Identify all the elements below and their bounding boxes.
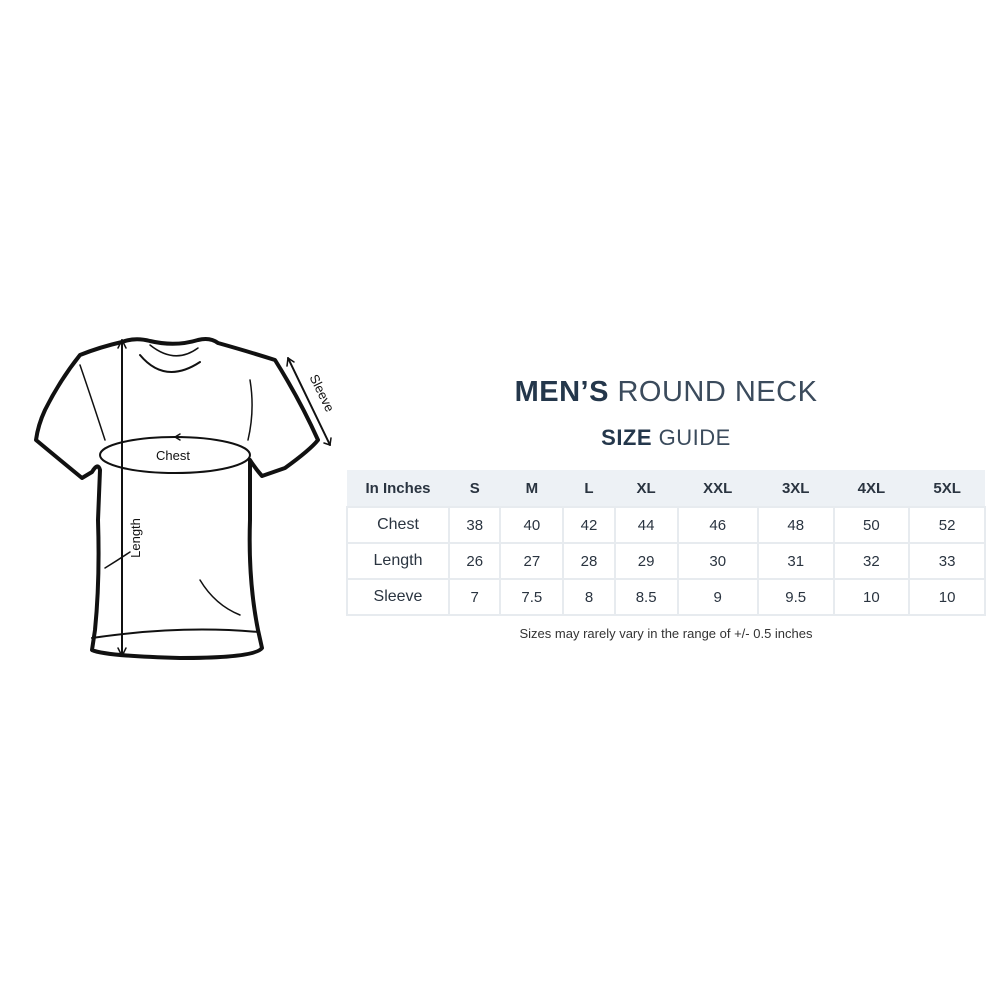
length-label: Length bbox=[128, 518, 143, 558]
table-cell: 7.5 bbox=[499, 578, 565, 616]
tshirt-outline bbox=[34, 337, 320, 660]
table-cell: 9.5 bbox=[756, 578, 835, 616]
table-cell: 8 bbox=[562, 578, 616, 616]
column-header: In Inches bbox=[365, 479, 431, 497]
hem-line bbox=[91, 628, 259, 639]
table-cell: 9 bbox=[676, 578, 759, 616]
table-cell: 30 bbox=[676, 542, 759, 580]
page-title: MEN’S ROUND NECK bbox=[346, 376, 986, 409]
column-header: M bbox=[525, 479, 539, 497]
table-row: Length 26 27 28 29 30 31 32 33 bbox=[346, 542, 986, 580]
row-label: Chest bbox=[346, 506, 450, 544]
fold-line bbox=[199, 579, 241, 616]
table-cell: 38 bbox=[447, 506, 502, 544]
tshirt-diagram: Chest Length Sleeve bbox=[34, 337, 337, 660]
sleeve-arrowhead-icon bbox=[286, 357, 332, 446]
table-cell: 50 bbox=[832, 506, 911, 544]
table-cell: 40 bbox=[499, 506, 565, 544]
fold-line bbox=[79, 364, 106, 441]
table-cell: 10 bbox=[832, 578, 911, 616]
size-table: In Inches S M L XL XXL 3XL 4XL 5XL Chest 38 40 42 44… bbox=[346, 470, 986, 616]
table-cell: 48 bbox=[756, 506, 835, 544]
sleeve-arrow bbox=[287, 357, 331, 446]
fold-line bbox=[247, 379, 253, 441]
subtitle-regular: GUIDE bbox=[658, 425, 731, 450]
chest-arrow-icon bbox=[174, 433, 183, 441]
table-cell: 33 bbox=[908, 542, 986, 580]
column-header: L bbox=[584, 479, 594, 497]
table-cell: 8.5 bbox=[613, 578, 679, 616]
column-header: S bbox=[469, 479, 480, 497]
table-cell: 27 bbox=[499, 542, 565, 580]
title-regular: ROUND NECK bbox=[617, 376, 818, 408]
table-cell: 42 bbox=[562, 506, 616, 544]
collar-line bbox=[149, 344, 199, 357]
column-header: 4XL bbox=[857, 479, 886, 497]
table-cell: 10 bbox=[908, 578, 986, 616]
table-cell: 32 bbox=[832, 542, 911, 580]
table-row: Chest 38 40 42 44 46 48 50 52 bbox=[346, 506, 986, 544]
size-note: Sizes may rarely vary in the range of +/… bbox=[519, 626, 813, 641]
column-header: 3XL bbox=[781, 479, 810, 497]
title-bold: MEN’S bbox=[514, 376, 609, 408]
table-cell: 28 bbox=[562, 542, 616, 580]
fold-line bbox=[104, 551, 131, 569]
table-cell: 29 bbox=[613, 542, 679, 580]
length-arrowhead-icon bbox=[117, 339, 127, 657]
table-header-row: In Inches S M L XL XXL 3XL 4XL 5XL bbox=[347, 470, 985, 507]
row-label: Length bbox=[346, 542, 450, 580]
table-cell: 26 bbox=[447, 542, 502, 580]
row-label: Sleeve bbox=[346, 578, 450, 616]
table-cell: 44 bbox=[613, 506, 679, 544]
subtitle-bold: SIZE bbox=[601, 425, 653, 450]
table-cell: 52 bbox=[908, 506, 986, 544]
table-cell: 46 bbox=[676, 506, 759, 544]
collar-line bbox=[139, 354, 201, 373]
column-header: XL bbox=[636, 479, 656, 497]
page-subtitle: SIZE GUIDE bbox=[346, 425, 986, 451]
table-cell: 7 bbox=[447, 578, 502, 616]
column-header: XXL bbox=[703, 479, 733, 497]
column-header: 5XL bbox=[933, 479, 961, 497]
table-row: Sleeve 7 7.5 8 8.5 9 9.5 10 10 bbox=[346, 578, 986, 616]
table-cell: 31 bbox=[756, 542, 835, 580]
chest-label: Chest bbox=[156, 448, 190, 463]
